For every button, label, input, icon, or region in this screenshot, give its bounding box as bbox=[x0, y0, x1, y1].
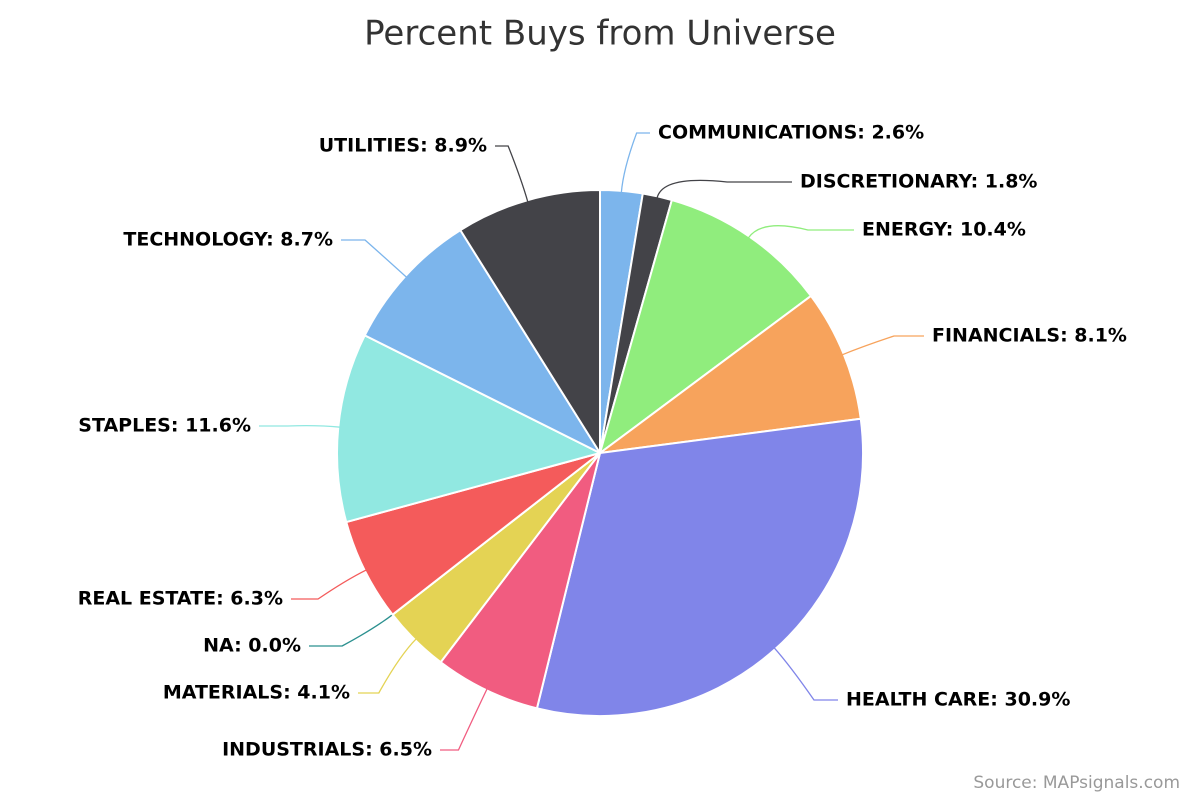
connector bbox=[291, 569, 367, 600]
connector bbox=[841, 335, 924, 356]
data-label: ENERGY: 10.4% bbox=[862, 219, 1026, 241]
connector bbox=[358, 638, 417, 694]
data-label: UTILITIES: 8.9% bbox=[319, 135, 487, 157]
connector bbox=[620, 132, 650, 193]
connector bbox=[341, 239, 408, 278]
data-label: MATERIALS: 4.1% bbox=[163, 682, 350, 704]
credit: Source: MAPsignals.com bbox=[973, 773, 1180, 793]
connector bbox=[440, 688, 488, 751]
data-label: DISCRETIONARY: 1.8% bbox=[800, 171, 1037, 193]
data-label: STAPLES: 11.6% bbox=[78, 415, 251, 437]
data-label: FINANCIALS: 8.1% bbox=[932, 325, 1127, 347]
data-label: TECHNOLOGY: 8.7% bbox=[123, 229, 333, 251]
data-label: REAL ESTATE: 6.3% bbox=[78, 588, 283, 610]
chart-title: Percent Buys from Universe bbox=[364, 14, 836, 54]
connector bbox=[773, 647, 838, 701]
connector bbox=[747, 225, 854, 239]
connector bbox=[495, 145, 529, 203]
data-label: HEALTH CARE: 30.9% bbox=[846, 689, 1070, 711]
data-label: INDUSTRIALS: 6.5% bbox=[222, 739, 432, 761]
data-label: NA: 0.0% bbox=[203, 635, 301, 657]
connector bbox=[309, 612, 395, 647]
connector bbox=[259, 424, 341, 428]
connector bbox=[656, 179, 792, 199]
data-label: COMMUNICATIONS: 2.6% bbox=[658, 122, 924, 144]
